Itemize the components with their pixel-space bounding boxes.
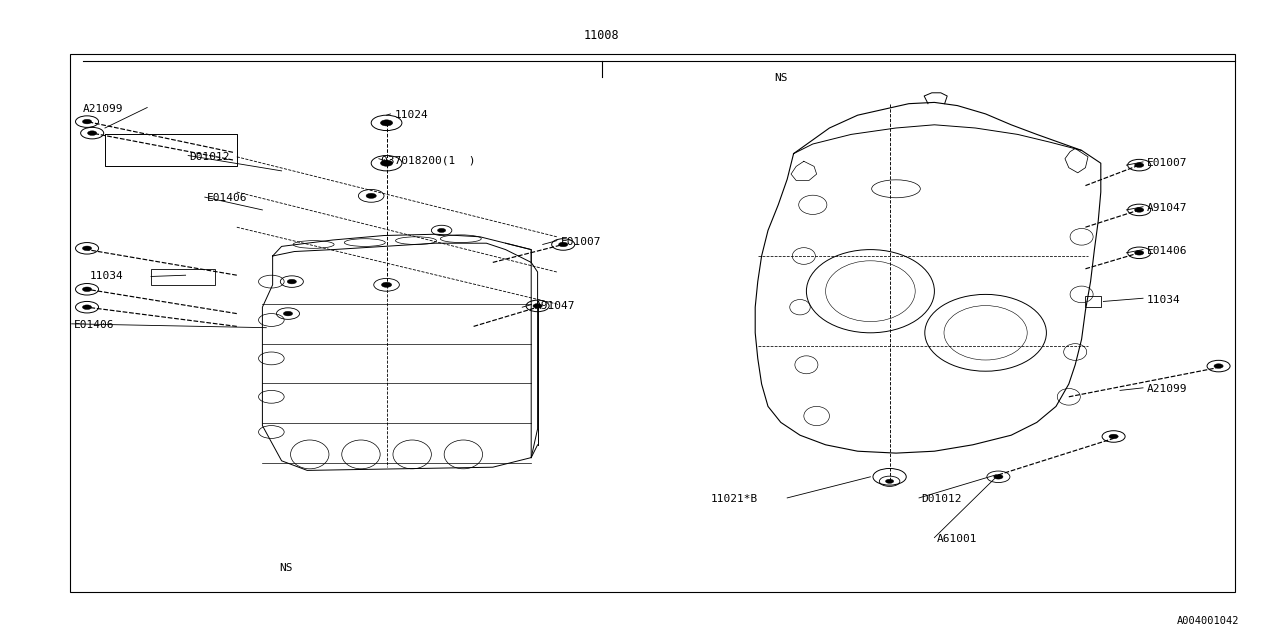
Circle shape	[366, 193, 376, 198]
Circle shape	[380, 160, 393, 166]
Circle shape	[993, 474, 1004, 479]
Text: A91047: A91047	[535, 301, 576, 311]
Text: NS: NS	[279, 563, 293, 573]
Circle shape	[438, 228, 445, 232]
Text: A21099: A21099	[83, 104, 124, 114]
Circle shape	[1134, 163, 1144, 168]
Text: NS: NS	[774, 73, 788, 83]
Text: D01012: D01012	[922, 494, 963, 504]
Circle shape	[1134, 250, 1144, 255]
Circle shape	[532, 303, 543, 308]
Text: D01012: D01012	[189, 152, 230, 162]
Text: 11021*B: 11021*B	[710, 494, 758, 504]
Bar	[70, 54, 1235, 592]
Circle shape	[380, 120, 393, 126]
Bar	[1085, 296, 1101, 307]
Circle shape	[1134, 207, 1144, 212]
Circle shape	[87, 131, 97, 136]
Text: 11034: 11034	[90, 271, 123, 282]
Text: A21099: A21099	[1147, 384, 1188, 394]
Text: 037018200(1  ): 037018200(1 )	[381, 155, 476, 165]
Circle shape	[381, 282, 392, 287]
Bar	[151, 269, 215, 285]
Text: A91047: A91047	[1147, 203, 1188, 213]
Text: E01406: E01406	[207, 193, 248, 204]
Circle shape	[283, 311, 293, 316]
Text: 11034: 11034	[1147, 294, 1180, 305]
Circle shape	[287, 279, 297, 284]
Circle shape	[82, 246, 92, 251]
Circle shape	[82, 305, 92, 310]
Circle shape	[82, 287, 92, 292]
Text: 11008: 11008	[584, 29, 620, 42]
Text: E01406: E01406	[1147, 246, 1188, 256]
Text: E01007: E01007	[561, 237, 602, 247]
Text: A004001042: A004001042	[1176, 616, 1239, 626]
Circle shape	[558, 242, 568, 247]
Text: A61001: A61001	[937, 534, 978, 544]
Circle shape	[82, 119, 92, 124]
Text: E01406: E01406	[74, 320, 115, 330]
Text: E01007: E01007	[1147, 158, 1188, 168]
Text: 11024: 11024	[394, 110, 428, 120]
Circle shape	[1108, 434, 1119, 439]
Circle shape	[886, 479, 893, 483]
Circle shape	[1213, 364, 1224, 369]
